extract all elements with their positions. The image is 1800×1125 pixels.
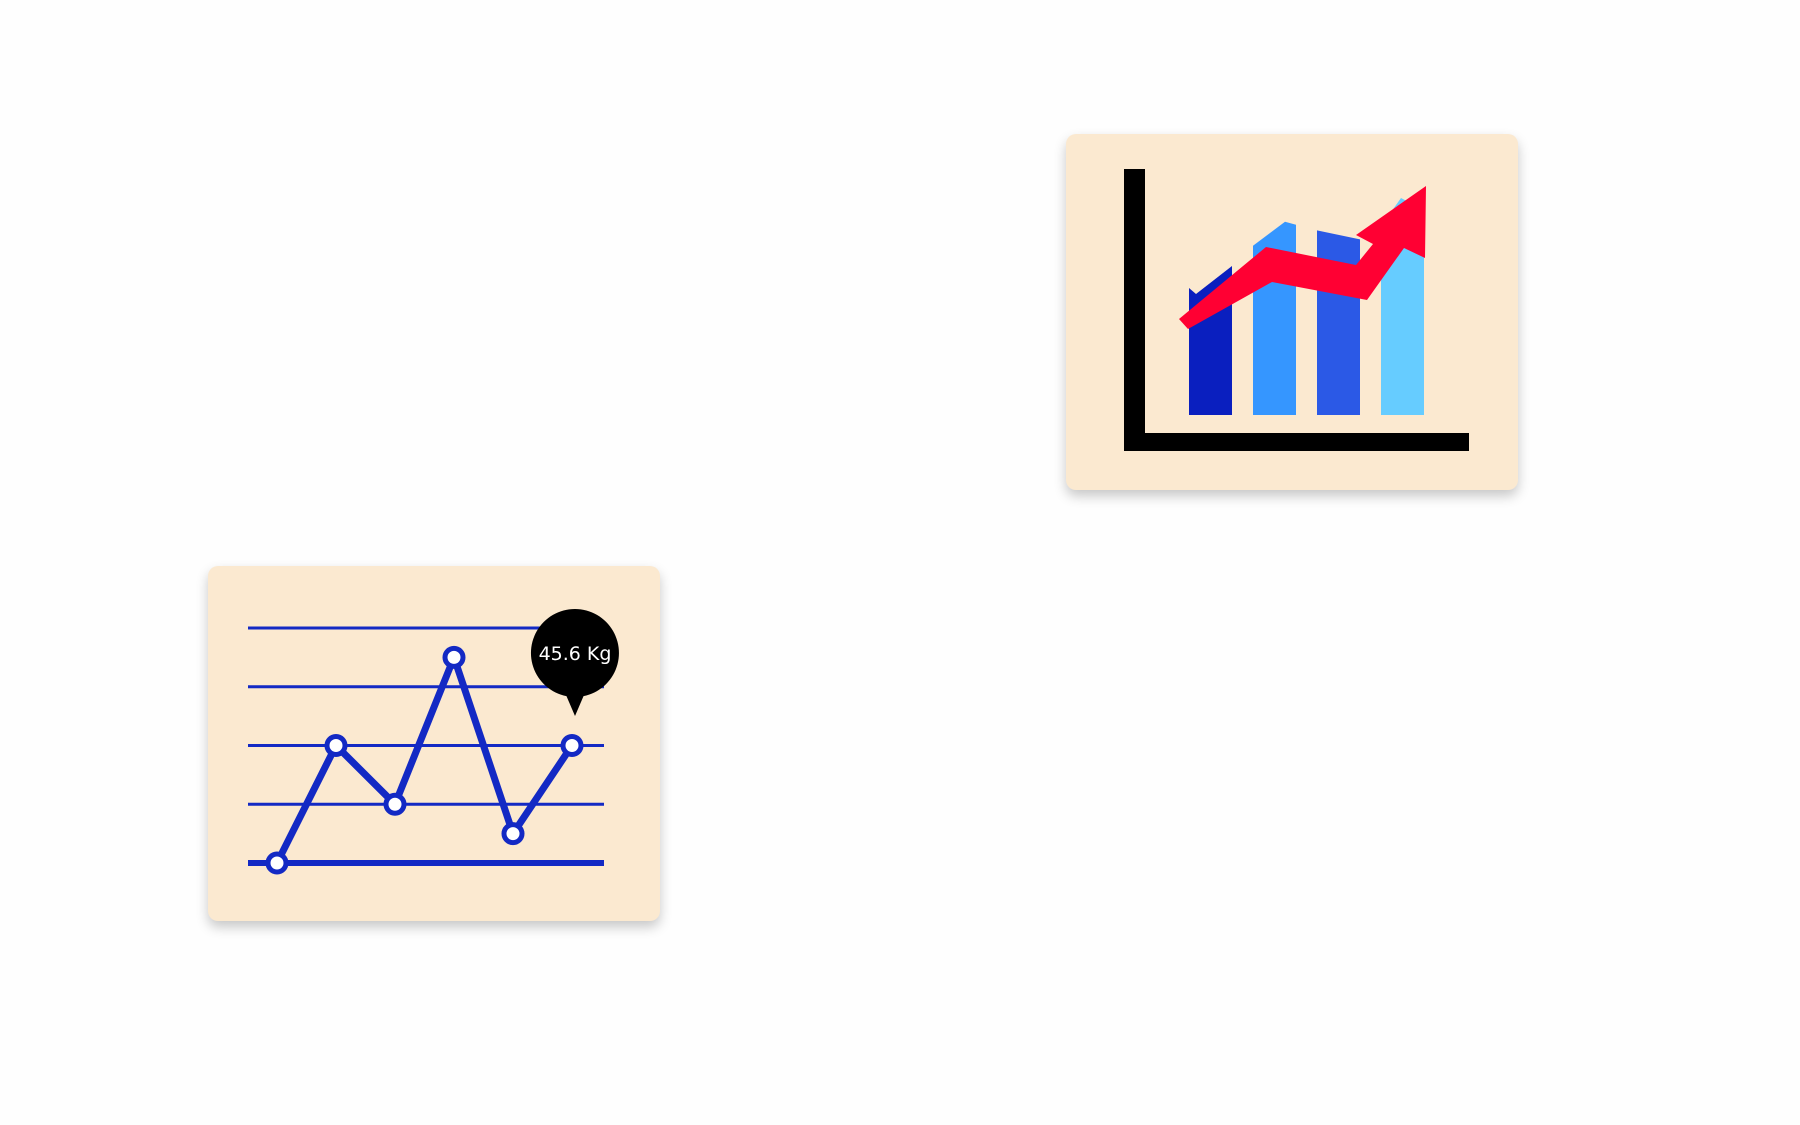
x-axis <box>1124 433 1469 451</box>
tooltip-bubble <box>530 609 619 697</box>
chart-axes <box>1124 169 1469 451</box>
data-point <box>383 792 407 816</box>
bar-chart-card <box>1066 134 1518 490</box>
line-chart-points <box>265 645 584 875</box>
bar-chart-growth-icon <box>1124 169 1469 451</box>
data-point <box>442 645 466 669</box>
trend-arrow-icon <box>1179 186 1426 329</box>
y-axis <box>1124 169 1145 451</box>
data-point <box>560 734 584 757</box>
tooltip-pointer <box>563 688 587 716</box>
data-point <box>324 734 348 757</box>
data-point <box>501 822 525 846</box>
line-chart-icon: 45.6 Kg <box>248 609 619 875</box>
line-chart-card: 45.6 Kg <box>208 566 660 921</box>
value-tooltip: 45.6 Kg <box>530 609 619 716</box>
data-point <box>265 851 289 875</box>
line-chart-series <box>273 653 576 867</box>
tooltip-label: 45.6 Kg <box>539 643 612 665</box>
bar <box>1317 230 1360 415</box>
